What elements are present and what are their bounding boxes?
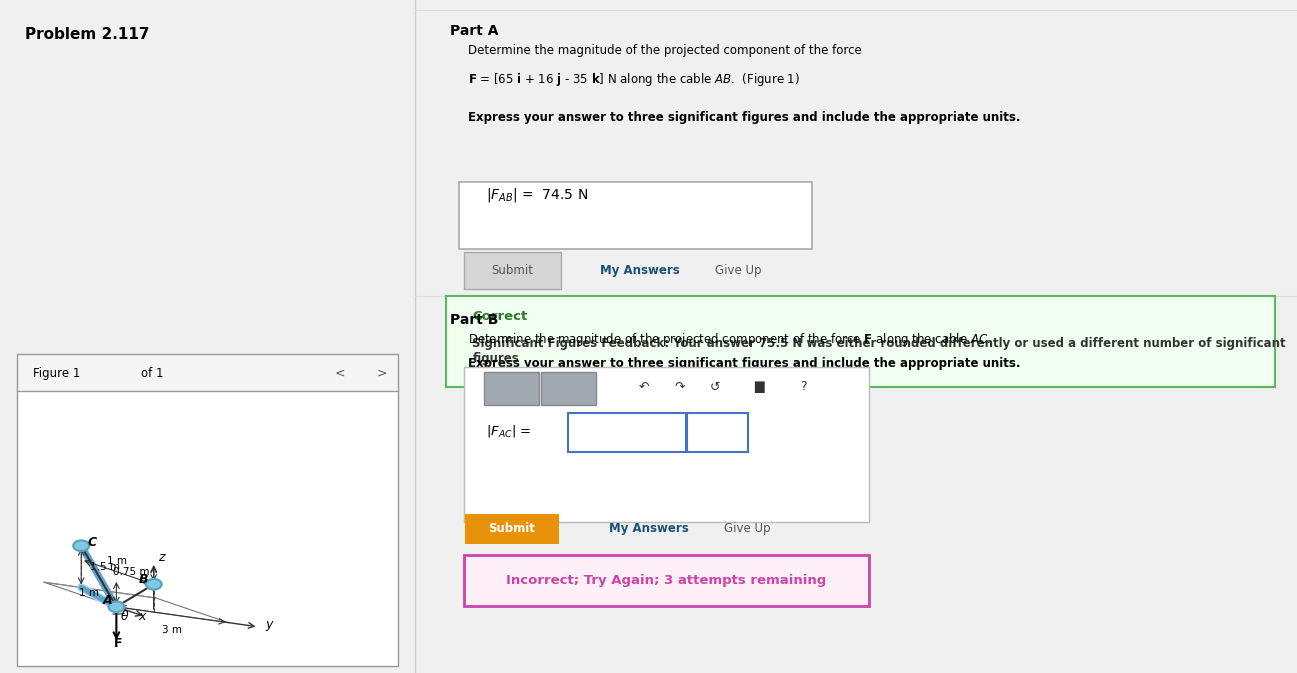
Circle shape: [109, 602, 125, 612]
Text: ▇: ▇: [754, 380, 764, 394]
Text: Figure 1: Figure 1: [34, 367, 80, 380]
FancyBboxPatch shape: [446, 296, 1275, 387]
Text: Submit: Submit: [489, 522, 536, 536]
FancyBboxPatch shape: [466, 514, 559, 544]
Text: ?: ?: [800, 380, 807, 394]
Text: >: >: [376, 367, 387, 380]
Text: $|F_{AB}|$ =  74.5 N: $|F_{AB}|$ = 74.5 N: [485, 186, 588, 204]
FancyBboxPatch shape: [17, 354, 398, 391]
Text: 0.75 m: 0.75 m: [113, 567, 149, 577]
Text: y: y: [265, 618, 272, 631]
FancyBboxPatch shape: [541, 372, 595, 405]
FancyBboxPatch shape: [463, 367, 869, 522]
Text: θ: θ: [121, 610, 128, 623]
Text: Express your answer to three significant figures and include the appropriate uni: Express your answer to three significant…: [468, 357, 1021, 369]
Text: ↷: ↷: [674, 380, 685, 394]
Text: Give Up: Give Up: [724, 522, 770, 536]
Text: ↺: ↺: [709, 380, 720, 394]
Text: of 1: of 1: [141, 367, 163, 380]
Text: 3 m: 3 m: [162, 625, 183, 635]
Text: ↶: ↶: [639, 380, 650, 394]
Text: $\mathbf{F}$ = [65 $\mathbf{i}$ + 16 $\mathbf{j}$ - 35 $\mathbf{k}$] N along the: $\mathbf{F}$ = [65 $\mathbf{i}$ + 16 $\m…: [468, 71, 800, 87]
Text: $|F_{AC}|$ =: $|F_{AC}|$ =: [485, 423, 532, 439]
Text: N: N: [712, 425, 722, 439]
Circle shape: [74, 540, 89, 551]
Text: B: B: [139, 573, 148, 586]
FancyBboxPatch shape: [484, 372, 538, 405]
Text: Determine the magnitude of the projected component of the force: Determine the magnitude of the projected…: [468, 44, 865, 57]
FancyBboxPatch shape: [459, 182, 812, 249]
Text: Value: Value: [610, 425, 643, 439]
Text: Significant Figures Feedback: Your answer 75.5 N was either rounded differently : Significant Figures Feedback: Your answe…: [472, 336, 1287, 365]
Text: Submit: Submit: [492, 264, 533, 277]
Text: Determine the magnitude of the projected component of the force $\mathbf{F}$ alo: Determine the magnitude of the projected…: [468, 331, 991, 348]
Text: x: x: [139, 610, 147, 623]
Circle shape: [145, 579, 162, 590]
Text: 1.5 m: 1.5 m: [89, 561, 121, 571]
Text: My Answers: My Answers: [601, 264, 680, 277]
FancyBboxPatch shape: [463, 555, 869, 606]
Text: Part A: Part A: [450, 24, 499, 38]
FancyBboxPatch shape: [463, 252, 560, 289]
Text: Incorrect; Try Again; 3 attempts remaining: Incorrect; Try Again; 3 attempts remaini…: [506, 573, 826, 587]
Text: z: z: [158, 551, 165, 563]
Text: My Answers: My Answers: [610, 522, 689, 536]
Text: 1 m: 1 m: [108, 556, 127, 566]
Text: Correct: Correct: [472, 310, 528, 322]
Text: Give Up: Give Up: [715, 264, 761, 277]
Text: Problem 2.117: Problem 2.117: [25, 27, 149, 42]
Text: 1 m: 1 m: [79, 588, 99, 598]
Text: A: A: [104, 594, 113, 607]
FancyBboxPatch shape: [568, 413, 686, 452]
Text: Part B: Part B: [450, 313, 498, 327]
Text: C: C: [88, 536, 97, 548]
FancyBboxPatch shape: [17, 390, 398, 666]
Text: ⬛: ⬛: [507, 380, 515, 394]
Text: μA: μA: [560, 380, 576, 394]
Text: Express your answer to three significant figures and include the appropriate uni: Express your answer to three significant…: [468, 111, 1021, 124]
Text: <: <: [335, 367, 345, 380]
Text: F: F: [114, 637, 123, 650]
FancyBboxPatch shape: [686, 413, 747, 452]
